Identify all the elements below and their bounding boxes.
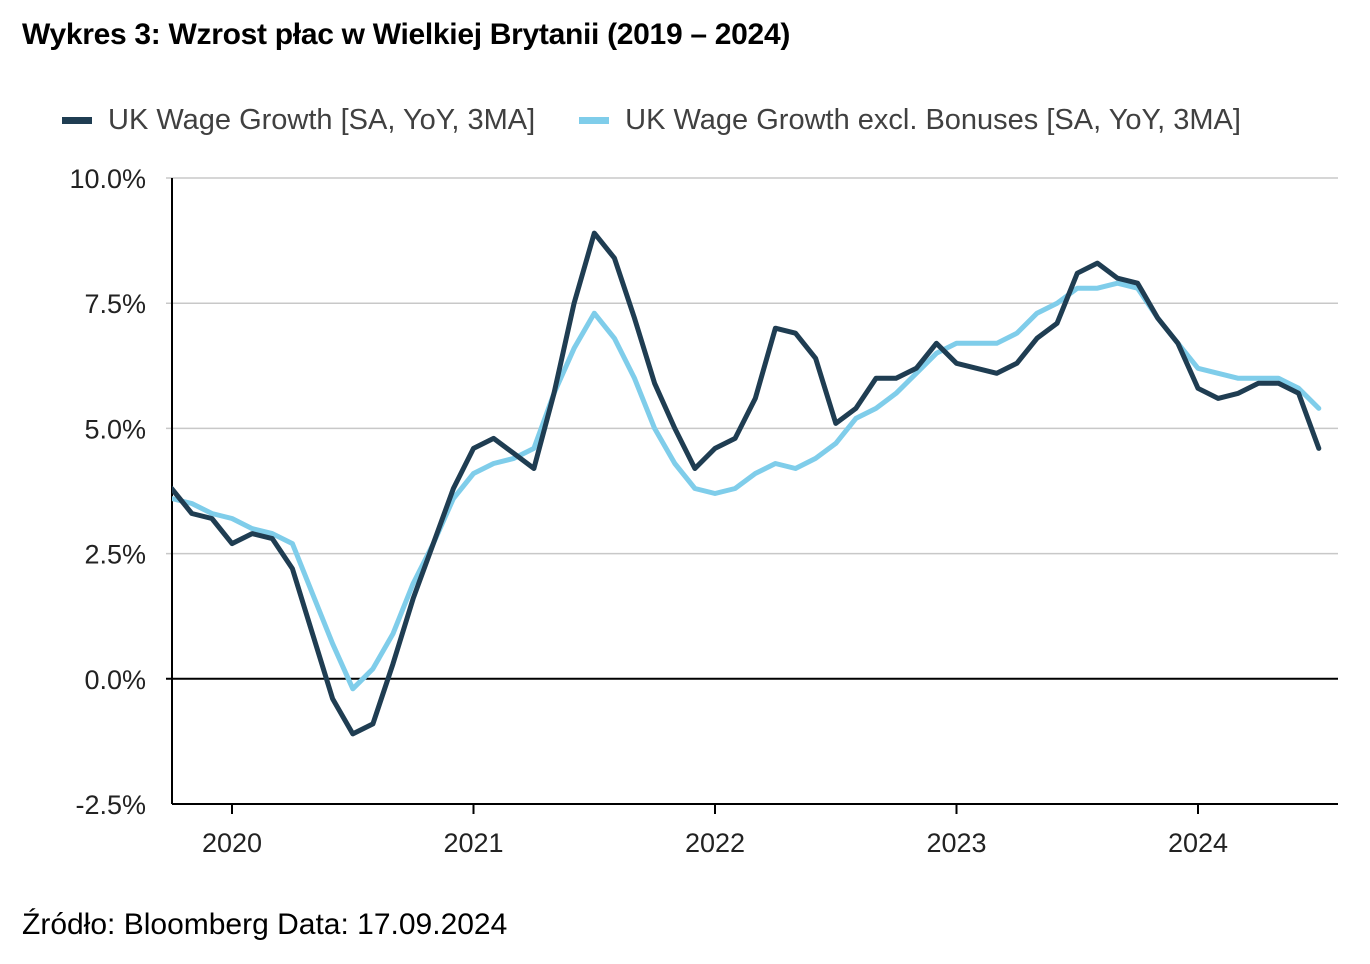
x-tick-labels: 2020 2021 2022 2023 2024 [202,828,1228,858]
axes [171,178,1338,814]
series-line-wage-growth [172,230,1322,737]
x-tick-label: 2024 [1168,828,1228,858]
legend-swatch-wage-growth-excl-bonuses [579,116,610,124]
legend-label-wage-growth-excl-bonuses: UK Wage Growth excl. Bonuses [SA, YoY, 3… [625,103,1241,136]
legend-item-wage-growth: UK Wage Growth [SA, YoY, 3MA] [62,104,535,137]
y-tick-label: 0.0% [84,665,146,695]
y-tick-labels: -2.5% 0.0% 2.5% 5.0% 7.5% 10.0% [69,164,146,820]
legend: UK Wage Growth [SA, YoY, 3MA] UK Wage Gr… [62,100,1285,140]
y-tick-label: 10.0% [69,164,146,194]
legend-item-wage-growth-excl-bonuses: UK Wage Growth excl. Bonuses [SA, YoY, 3… [579,104,1241,137]
x-tick-label: 2022 [685,828,745,858]
chart-title: Wykres 3: Wzrost płac w Wielkiej Brytani… [22,18,791,51]
legend-swatch-wage-growth [62,116,92,124]
legend-label-wage-growth: UK Wage Growth [SA, YoY, 3MA] [108,103,536,136]
y-tick-label: 5.0% [84,414,146,444]
source-note: Źródło: Bloomberg Data: 17.09.2024 [22,908,508,941]
grid-lines [166,177,1338,680]
y-tick-label: -2.5% [75,790,146,820]
x-tick-label: 2023 [926,828,986,858]
y-tick-label: 7.5% [84,289,146,319]
y-tick-label: 2.5% [84,540,146,570]
series-line-wage-growth-excl-bonuses [172,280,1322,692]
x-tick-label: 2020 [202,828,262,858]
x-tick-label: 2021 [443,828,503,858]
series-lines [172,230,1322,737]
